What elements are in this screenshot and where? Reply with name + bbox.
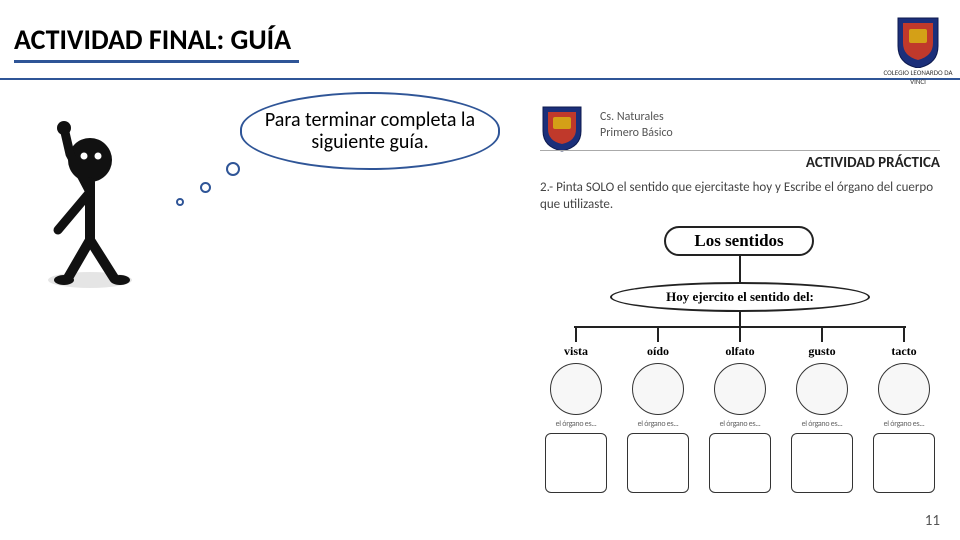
worksheet-shield-icon [540,104,584,152]
diagram-title-box: Los sentidos [664,226,814,256]
sense-column: oído el órgano es... [626,326,690,493]
worksheet-subject: Cs. Naturales [600,110,664,124]
connector-line [739,256,741,282]
sense-caption: el órgano es... [626,419,690,429]
connector-line [739,326,741,342]
worksheet-subtitle: ACTIVIDAD PRÁCTICA [806,154,940,172]
page-number: 11 [925,512,940,530]
slide-title: ACTIVIDAD FINAL: GUÍA [14,22,291,57]
connector-line [575,326,577,342]
sense-caption: el órgano es... [872,419,936,429]
sense-face-icon [632,363,684,415]
sense-face-icon [714,363,766,415]
sense-label: vista [544,344,608,359]
sense-face-icon [796,363,848,415]
answer-box [709,433,771,493]
connector-line [739,312,741,326]
thought-dot-icon [200,182,211,193]
sense-column: gusto el órgano es... [790,326,854,493]
sense-label: olfato [708,344,772,359]
diagram-subtitle-box: Hoy ejercito el sentido del: [610,282,870,312]
sense-column: vista el órgano es... [544,326,608,493]
sense-label: tacto [872,344,936,359]
sense-label: gusto [790,344,854,359]
sense-caption: el órgano es... [790,419,854,429]
worksheet-instruction: 2.- Pinta SOLO el sentido que ejercitast… [540,180,940,214]
connector-line [657,326,659,342]
sense-column: tacto el órgano es... [872,326,936,493]
diagram-subtitle: Hoy ejercito el sentido del: [666,289,814,305]
worksheet-divider [540,150,940,151]
thought-dot-icon [176,198,184,206]
sense-caption: el órgano es... [544,419,608,429]
stick-figure-icon [30,120,170,300]
worksheet-thumbnail: Cs. Naturales Primero Básico ACTIVIDAD P… [540,96,940,496]
connector-line [903,326,905,342]
answer-box [791,433,853,493]
connector-line [821,326,823,342]
title-underline [14,60,299,63]
sense-column: olfato el órgano es... [708,326,772,493]
sense-label: oído [626,344,690,359]
answer-box [545,433,607,493]
worksheet-grade: Primero Básico [600,126,673,140]
sense-face-icon [878,363,930,415]
thought-dot-icon [226,162,240,176]
sense-face-icon [550,363,602,415]
answer-box [873,433,935,493]
sense-caption: el órgano es... [708,419,772,429]
school-shield-icon [894,14,942,68]
thought-bubble: Para terminar completa la siguiente guía… [240,92,500,170]
shield-caption: COLEGIO LEONARDO DA VINCI [882,68,954,86]
diagram-title: Los sentidos [694,231,783,251]
top-divider [0,78,960,80]
answer-box [627,433,689,493]
bubble-text: Para terminar completa la siguiente guía… [242,109,498,153]
